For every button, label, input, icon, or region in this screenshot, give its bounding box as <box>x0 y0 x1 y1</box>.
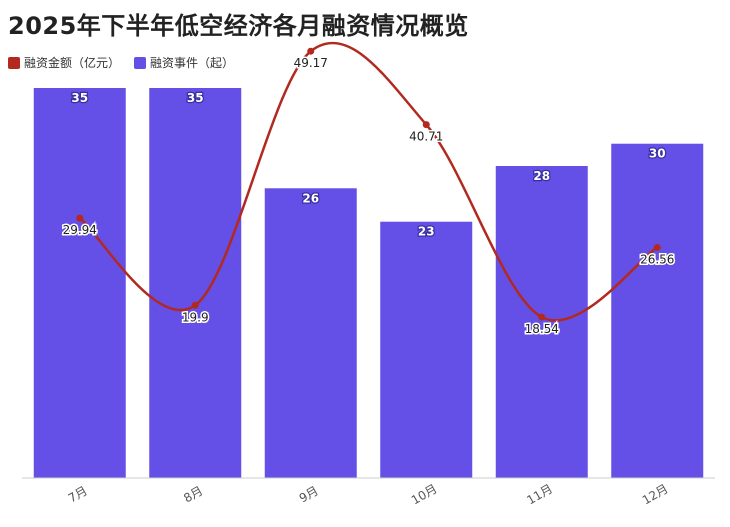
bar-value-label: 35 <box>71 91 88 105</box>
chart-title: 2025年下半年低空经济各月融资情况概览 <box>8 12 469 40</box>
bar-10月 <box>380 221 473 478</box>
legend-item-events[interactable]: 融资事件（起） <box>134 54 234 71</box>
amount-value-label: 26.56 <box>640 252 674 266</box>
x-tick-label: 7月 <box>66 484 90 506</box>
bar-value-label: 30 <box>649 147 666 161</box>
x-tick-label: 12月 <box>640 482 671 508</box>
bar-value-label: 23 <box>418 225 435 239</box>
bar-value-label: 26 <box>302 191 319 205</box>
x-tick-label: 9月 <box>297 484 321 506</box>
bar-7月 <box>33 88 126 478</box>
amount-value-label: 40.71 <box>409 130 443 144</box>
amount-point <box>538 313 546 321</box>
legend-label-events: 融资事件（起） <box>150 56 235 70</box>
bar-12月 <box>611 143 704 478</box>
legend-swatch-amount <box>8 56 20 69</box>
bar-9月 <box>264 188 357 479</box>
x-tick-label: 8月 <box>181 484 205 506</box>
amount-point <box>76 214 84 222</box>
legend-label-amount: 融资金额（亿元） <box>24 56 121 70</box>
x-tick-label: 10月 <box>409 482 440 508</box>
bar-11月 <box>495 166 588 478</box>
legend-swatch-events <box>134 56 147 69</box>
bar-value-label: 35 <box>187 91 204 105</box>
amount-value-label: 49.17 <box>294 56 328 70</box>
legend: 融资金额（亿元） 融资事件（起） <box>8 54 234 71</box>
amount-value-label: 18.54 <box>525 322 559 336</box>
amount-point <box>653 243 661 251</box>
amount-point <box>307 47 315 55</box>
x-tick-label: 11月 <box>524 482 555 508</box>
amount-value-label: 19.9 <box>182 310 209 324</box>
bar-value-label: 28 <box>533 169 550 183</box>
amount-point <box>191 301 199 309</box>
legend-item-amount[interactable]: 融资金额（亿元） <box>8 54 120 71</box>
amount-value-label: 29.94 <box>63 223 97 237</box>
bar-8月 <box>149 88 242 478</box>
amount-point <box>422 121 430 129</box>
